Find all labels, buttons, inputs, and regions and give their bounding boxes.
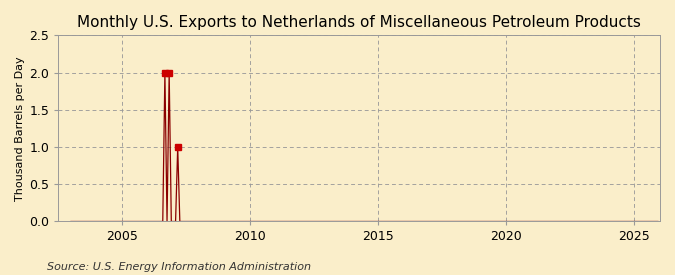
Y-axis label: Thousand Barrels per Day: Thousand Barrels per Day xyxy=(15,56,25,201)
Text: Source: U.S. Energy Information Administration: Source: U.S. Energy Information Administ… xyxy=(47,262,311,272)
Title: Monthly U.S. Exports to Netherlands of Miscellaneous Petroleum Products: Monthly U.S. Exports to Netherlands of M… xyxy=(77,15,641,30)
